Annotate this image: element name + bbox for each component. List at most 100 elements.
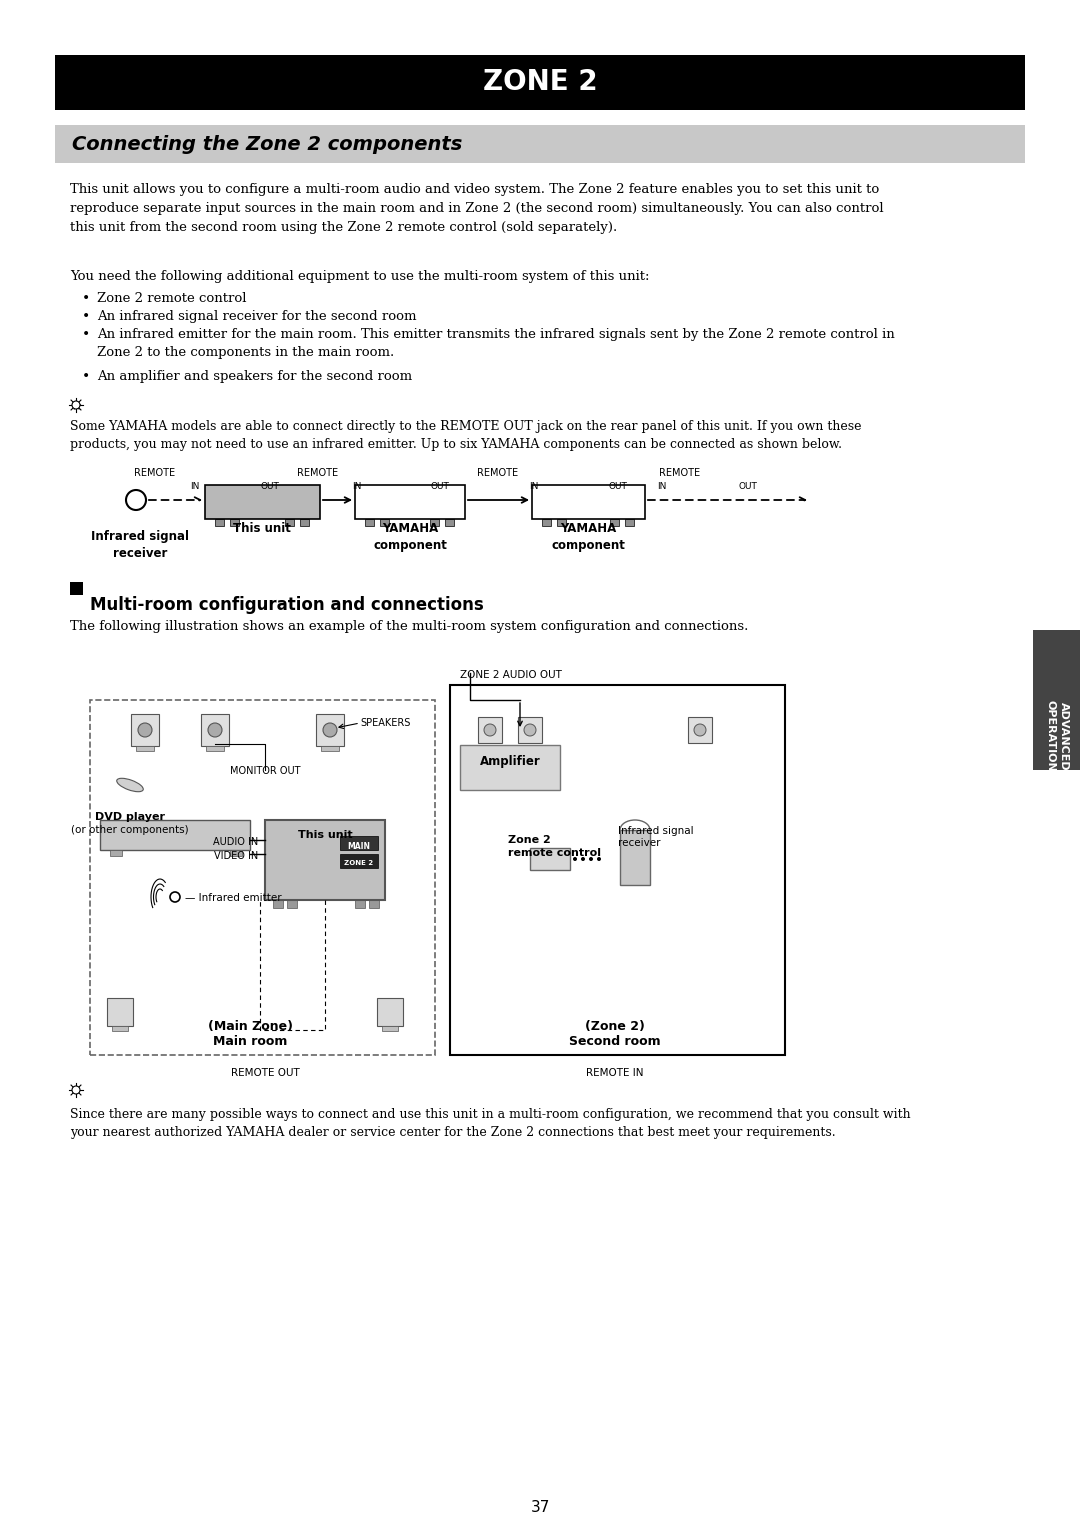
- Bar: [340, 836, 378, 850]
- Text: REMOTE OUT: REMOTE OUT: [231, 1068, 299, 1077]
- Ellipse shape: [117, 778, 144, 792]
- Text: Connecting the Zone 2 components: Connecting the Zone 2 components: [72, 134, 462, 154]
- Bar: [542, 519, 551, 526]
- Text: ADVANCED
OPERATION: ADVANCED OPERATION: [1045, 700, 1068, 772]
- Text: IN: IN: [190, 482, 200, 491]
- Bar: [445, 519, 454, 526]
- Text: OUT: OUT: [608, 482, 627, 491]
- Text: REMOTE: REMOTE: [297, 468, 338, 478]
- Text: •: •: [82, 328, 91, 342]
- Text: IN: IN: [352, 482, 362, 491]
- Bar: [215, 519, 224, 526]
- Text: VIDEO IN: VIDEO IN: [214, 852, 258, 861]
- Text: ★: ★: [70, 400, 81, 414]
- Text: ZONE 2 AUDIO OUT: ZONE 2 AUDIO OUT: [460, 670, 562, 681]
- Text: DVD player: DVD player: [95, 812, 165, 823]
- Bar: [532, 485, 645, 519]
- Text: An amplifier and speakers for the second room: An amplifier and speakers for the second…: [97, 369, 413, 383]
- Circle shape: [484, 723, 496, 736]
- Circle shape: [694, 723, 706, 736]
- Bar: [136, 746, 154, 751]
- Text: REMOTE: REMOTE: [660, 468, 701, 478]
- Circle shape: [589, 858, 593, 861]
- Bar: [55, 125, 1025, 163]
- Bar: [90, 700, 435, 1054]
- Circle shape: [573, 858, 577, 861]
- Text: Infrared signal: Infrared signal: [618, 826, 693, 836]
- Text: receiver: receiver: [618, 838, 661, 848]
- Circle shape: [72, 1087, 80, 1094]
- Text: YAMAHA
component: YAMAHA component: [551, 522, 625, 552]
- Text: remote control: remote control: [508, 848, 600, 858]
- Bar: [112, 1025, 129, 1032]
- Bar: [70, 581, 83, 595]
- Text: YAMAHA
component: YAMAHA component: [373, 522, 447, 552]
- Bar: [377, 998, 403, 1025]
- Text: Main room: Main room: [213, 1035, 287, 1048]
- Bar: [100, 819, 249, 850]
- Text: ZONE 2: ZONE 2: [345, 861, 374, 865]
- Bar: [365, 519, 374, 526]
- Text: Infrared signal
receiver: Infrared signal receiver: [91, 530, 189, 560]
- Text: IN: IN: [529, 482, 539, 491]
- Text: — Infrared emitter: — Infrared emitter: [185, 893, 282, 903]
- Text: IN: IN: [658, 482, 666, 491]
- Text: This unit: This unit: [233, 522, 291, 536]
- Text: MONITOR OUT: MONITOR OUT: [230, 766, 300, 777]
- Bar: [265, 819, 384, 900]
- Text: Second room: Second room: [569, 1035, 661, 1048]
- Bar: [380, 519, 389, 526]
- Bar: [205, 485, 320, 519]
- Bar: [355, 900, 365, 908]
- Text: You need the following additional equipment to use the multi-room system of this: You need the following additional equipm…: [70, 270, 649, 282]
- Bar: [625, 519, 634, 526]
- Text: •: •: [82, 291, 91, 307]
- Bar: [620, 830, 650, 885]
- Bar: [478, 717, 502, 743]
- Text: The following illustration shows an example of the multi-room system configurati: The following illustration shows an exam…: [70, 620, 748, 633]
- Text: An infrared emitter for the main room. This emitter transmits the infrared signa: An infrared emitter for the main room. T…: [97, 328, 894, 359]
- Bar: [316, 714, 345, 746]
- Bar: [340, 855, 378, 868]
- Text: Amplifier: Amplifier: [480, 755, 540, 768]
- Circle shape: [72, 401, 80, 409]
- Bar: [230, 850, 242, 856]
- Bar: [460, 745, 561, 790]
- Circle shape: [581, 858, 585, 861]
- Bar: [201, 714, 229, 746]
- Text: •: •: [82, 369, 91, 385]
- Bar: [206, 746, 224, 751]
- Bar: [55, 55, 1025, 110]
- Text: MAIN: MAIN: [348, 842, 370, 852]
- Bar: [287, 900, 297, 908]
- Bar: [107, 998, 133, 1025]
- Circle shape: [208, 723, 222, 737]
- Bar: [530, 848, 570, 870]
- Text: REMOTE: REMOTE: [477, 468, 518, 478]
- Bar: [430, 519, 438, 526]
- Text: OUT: OUT: [431, 482, 449, 491]
- Bar: [688, 717, 712, 743]
- Text: OUT: OUT: [739, 482, 757, 491]
- Text: (Zone 2): (Zone 2): [585, 1019, 645, 1033]
- Text: REMOTE IN: REMOTE IN: [586, 1068, 644, 1077]
- Text: An infrared signal receiver for the second room: An infrared signal receiver for the seco…: [97, 310, 417, 324]
- Bar: [230, 519, 239, 526]
- Bar: [273, 900, 283, 908]
- Text: This unit allows you to configure a multi-room audio and video system. The Zone : This unit allows you to configure a mult…: [70, 183, 883, 233]
- Circle shape: [524, 723, 536, 736]
- Bar: [355, 485, 465, 519]
- Circle shape: [597, 858, 600, 861]
- Circle shape: [138, 723, 152, 737]
- Text: AUDIO IN: AUDIO IN: [213, 836, 258, 847]
- Bar: [131, 714, 159, 746]
- Text: SPEAKERS: SPEAKERS: [360, 719, 410, 728]
- Bar: [557, 519, 566, 526]
- Text: Some YAMAHA models are able to connect directly to the REMOTE OUT jack on the re: Some YAMAHA models are able to connect d…: [70, 420, 862, 452]
- Text: OUT: OUT: [260, 482, 280, 491]
- Bar: [518, 717, 542, 743]
- Bar: [450, 685, 785, 1054]
- Text: Since there are many possible ways to connect and use this unit in a multi-room : Since there are many possible ways to co…: [70, 1108, 910, 1138]
- Text: (Main Zone): (Main Zone): [207, 1019, 293, 1033]
- Bar: [110, 850, 122, 856]
